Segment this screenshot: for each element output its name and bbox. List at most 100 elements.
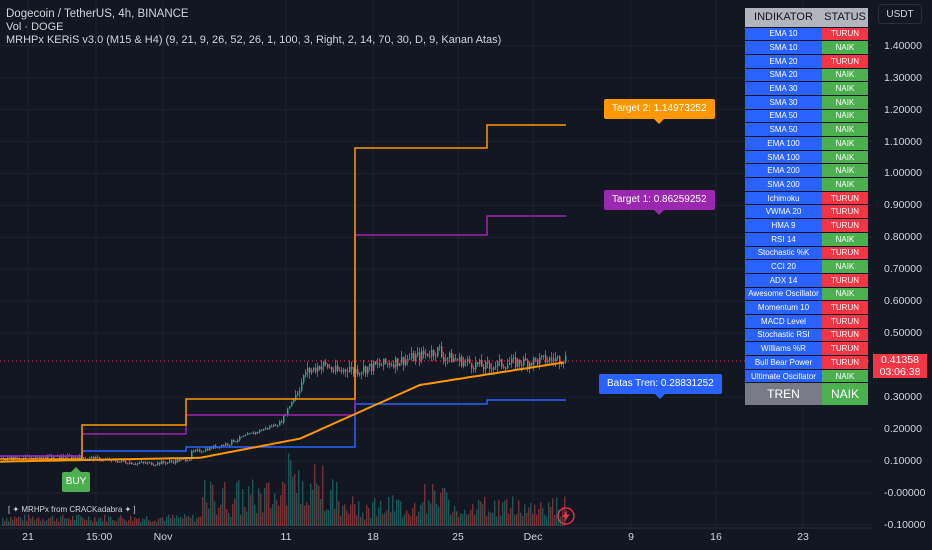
indicator-status: NAIK <box>822 81 868 96</box>
trend-boundary-line <box>0 399 566 457</box>
candle-body <box>383 358 385 366</box>
candle-body <box>463 361 465 367</box>
volume-bar <box>246 511 248 526</box>
candle-body <box>83 457 85 459</box>
candle-body <box>265 427 267 430</box>
candle-body <box>211 447 213 449</box>
candle-body <box>517 359 519 367</box>
volume-legend[interactable]: Vol · DOGE <box>6 21 64 33</box>
volume-bar <box>122 518 124 526</box>
volume-bar <box>194 521 196 526</box>
indicator-status: NAIK <box>822 259 868 274</box>
volume-bar <box>372 502 374 526</box>
indicator-name: EMA 10 <box>745 26 822 41</box>
indicator-name: Williams %R <box>745 341 822 356</box>
candle-body <box>431 350 433 357</box>
indicator-status: NAIK <box>822 136 868 151</box>
indicator-name: SMA 20 <box>745 67 822 82</box>
candle-body <box>527 360 529 368</box>
volume-bar <box>242 489 244 526</box>
candle-body <box>473 368 475 370</box>
volume-bar <box>446 492 448 526</box>
symbol-title[interactable]: Dogecoin / TetherUS, 4h, BINANCE <box>6 8 189 20</box>
candle-body <box>239 436 241 440</box>
volume-bar <box>168 514 170 526</box>
price-tick: 1.40000 <box>884 39 922 52</box>
volume-bar <box>286 505 288 526</box>
candle-body <box>293 398 295 403</box>
volume-bar <box>474 514 476 526</box>
candle-body <box>499 359 501 362</box>
price-tick: 0.70000 <box>884 263 922 276</box>
candle-body <box>21 459 23 461</box>
candle-body <box>187 460 189 462</box>
volume-bar <box>472 503 474 526</box>
volume-bar <box>196 518 198 526</box>
candle-body <box>197 449 199 451</box>
volume-bar <box>514 514 516 526</box>
volume-bar <box>146 516 148 526</box>
volume-bar <box>224 481 226 526</box>
volume-bar <box>236 482 238 526</box>
indicator-name: SMA 30 <box>745 94 822 110</box>
volume-bar <box>124 519 126 526</box>
volume-bar <box>360 516 362 526</box>
time-tick: 21 <box>22 531 34 543</box>
table-row: SMA 200 NAIK <box>745 177 868 192</box>
volume-bar <box>444 487 446 526</box>
volume-bar <box>10 517 12 526</box>
volume-bar <box>2 518 4 526</box>
table-row: SMA 30 NAIK <box>745 94 868 110</box>
volume-bar <box>34 520 36 526</box>
volume-bar <box>240 514 242 526</box>
candle-body <box>535 357 537 360</box>
candle-body <box>407 358 409 360</box>
volume-bar <box>448 499 450 526</box>
candle-body <box>561 363 563 365</box>
volume-bar <box>68 518 70 526</box>
volume-bar <box>222 488 224 526</box>
lightning-icon[interactable] <box>557 507 575 525</box>
candle-body <box>379 363 381 366</box>
candle-body <box>171 460 173 462</box>
candle-body <box>9 456 11 458</box>
candle-body <box>477 362 479 365</box>
table-row: VWMA 20 TURUN <box>745 204 868 219</box>
indicator-table: INDIKATOR STATUS EMA 10 TURUN SMA 10 NAIK EM… <box>745 8 868 405</box>
volume-bar <box>36 518 38 526</box>
candle-body <box>221 445 223 448</box>
candle-body <box>325 362 327 365</box>
price-tick: 0.80000 <box>884 231 922 244</box>
candle-body <box>399 363 401 366</box>
volume-bar <box>422 501 424 526</box>
candle-body <box>241 436 243 438</box>
candle-body <box>427 353 429 356</box>
indicator-status: NAIK <box>822 94 868 110</box>
table-row: ADX 14 TURUN <box>745 272 868 288</box>
indicator-legend[interactable]: MRHPx KERiS v3.0 (M15 & H4) (9, 21, 9, 2… <box>6 34 502 46</box>
candle-body <box>269 426 271 429</box>
volume-bar <box>20 517 22 526</box>
volume-bar <box>374 497 376 526</box>
indicator-status: TURUN <box>822 272 868 288</box>
candle-body <box>515 357 517 367</box>
candle-body <box>149 462 151 464</box>
volume-bar <box>256 513 258 526</box>
price-tick: -0.10000 <box>884 518 926 531</box>
candle-body <box>45 456 47 459</box>
candles <box>1 341 567 467</box>
volume-bar <box>504 500 506 526</box>
candle-body <box>375 361 377 365</box>
candle-body <box>125 461 127 464</box>
currency-button[interactable]: USDT <box>878 4 922 24</box>
volume-bar <box>252 479 254 526</box>
volume-bar <box>202 496 204 526</box>
table-row: EMA 50 NAIK <box>745 108 868 123</box>
indicator-name: Stochastic RSI <box>745 327 822 342</box>
candle-body <box>93 456 95 460</box>
table-row: SMA 20 NAIK <box>745 67 868 82</box>
candle-body <box>189 459 191 461</box>
candle-body <box>529 362 531 368</box>
volume-bar <box>324 510 326 526</box>
